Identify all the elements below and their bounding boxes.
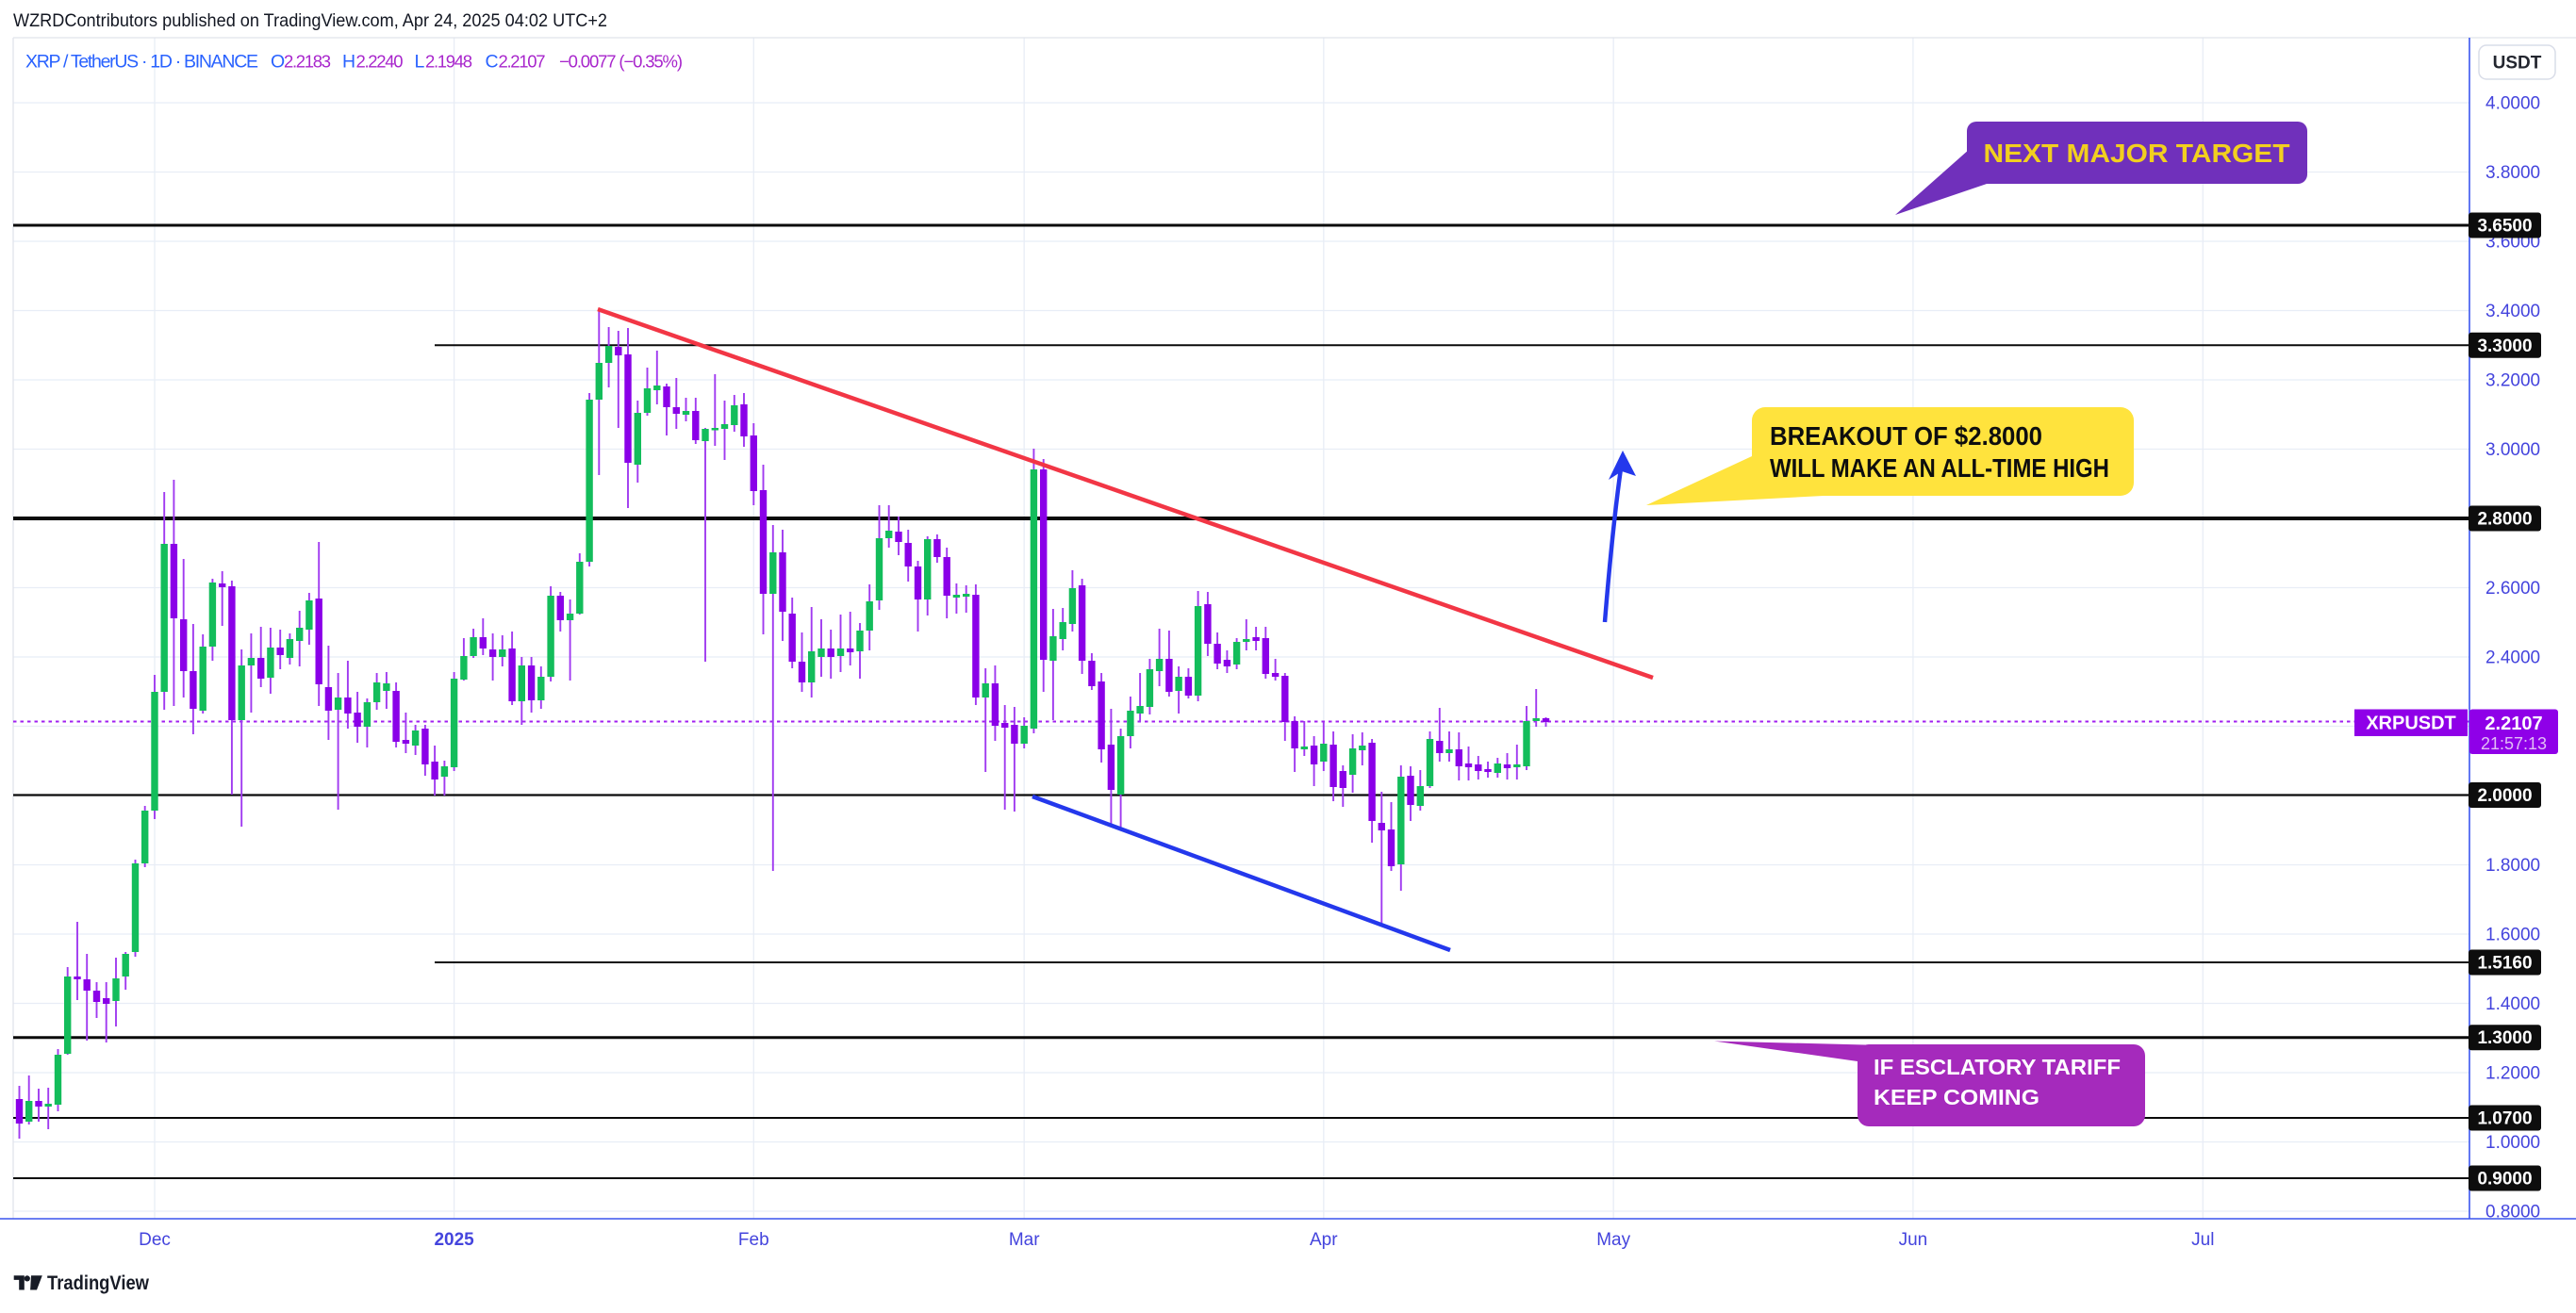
svg-text:Dec: Dec [139, 1230, 171, 1250]
svg-text:Jun: Jun [1899, 1230, 1928, 1250]
svg-text:2025: 2025 [434, 1230, 474, 1250]
svg-text:USDT: USDT [2493, 54, 2542, 74]
svg-text:3.8000: 3.8000 [2485, 163, 2540, 183]
svg-text:1.0700: 1.0700 [2477, 1109, 2532, 1129]
svg-text:May: May [1596, 1230, 1630, 1250]
svg-text:2.0000: 2.0000 [2477, 786, 2532, 806]
svg-text:4.0000: 4.0000 [2485, 94, 2540, 114]
svg-text:3.6500: 3.6500 [2477, 217, 2532, 237]
svg-text:3.4000: 3.4000 [2485, 302, 2540, 321]
svg-text:BREAKOUT OF $2.8000: BREAKOUT OF $2.8000 [1770, 421, 2042, 451]
svg-text:1.6000: 1.6000 [2485, 926, 2540, 945]
svg-text:2.6000: 2.6000 [2485, 579, 2540, 599]
svg-text:TradingView: TradingView [47, 1272, 150, 1294]
svg-text:3.3000: 3.3000 [2477, 336, 2532, 356]
svg-text:Mar: Mar [1009, 1230, 1040, 1250]
svg-text:NEXT MAJOR TARGET: NEXT MAJOR TARGET [1984, 139, 2290, 168]
svg-text:1.2000: 1.2000 [2485, 1064, 2540, 1084]
svg-text:2.4000: 2.4000 [2485, 648, 2540, 668]
svg-text:0.9000: 0.9000 [2477, 1170, 2532, 1190]
svg-text:2.2107: 2.2107 [2485, 714, 2542, 734]
svg-text:Jul: Jul [2191, 1230, 2214, 1250]
svg-text:1.5160: 1.5160 [2477, 954, 2532, 974]
svg-text:KEEP COMING: KEEP COMING [1874, 1085, 2039, 1109]
svg-text:XRPUSDT: XRPUSDT [2366, 714, 2456, 734]
svg-text:3.2000: 3.2000 [2485, 371, 2540, 391]
svg-text:21:57:13: 21:57:13 [2481, 734, 2547, 753]
svg-text:1.3000: 1.3000 [2477, 1028, 2532, 1048]
svg-text:1.4000: 1.4000 [2485, 994, 2540, 1014]
svg-text:Apr: Apr [1310, 1230, 1338, 1250]
svg-text:WILL MAKE AN ALL-TIME HIGH: WILL MAKE AN ALL-TIME HIGH [1770, 453, 2109, 483]
svg-text:3.0000: 3.0000 [2485, 440, 2540, 460]
svg-text:0.8000: 0.8000 [2485, 1203, 2540, 1223]
svg-text:WZRDContributors published on: WZRDContributors published on TradingVie… [13, 10, 607, 31]
svg-text:1.0000: 1.0000 [2485, 1133, 2540, 1153]
svg-text:1.8000: 1.8000 [2485, 856, 2540, 876]
svg-text:Feb: Feb [738, 1230, 769, 1250]
svg-text:2.8000: 2.8000 [2477, 510, 2532, 530]
svg-text:IF ESCLATORY TARIFF: IF ESCLATORY TARIFF [1874, 1055, 2121, 1079]
